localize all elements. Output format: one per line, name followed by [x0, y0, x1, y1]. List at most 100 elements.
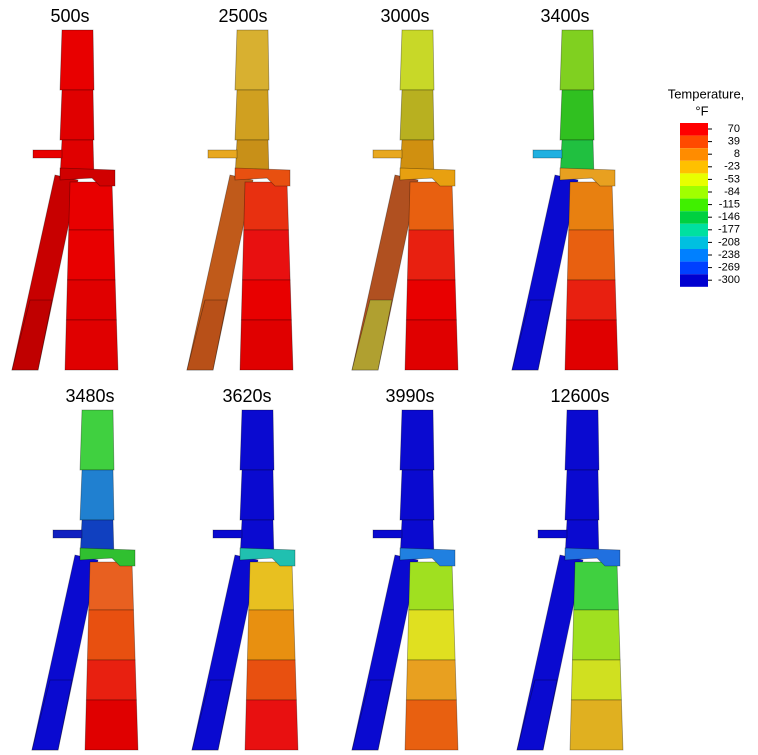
leg	[404, 319, 459, 371]
legend-swatch	[680, 160, 708, 174]
panel-label: 3000s	[380, 6, 429, 26]
strut-lower	[351, 299, 393, 371]
column	[399, 409, 435, 471]
legend-unit: °F	[695, 103, 708, 118]
leg	[571, 609, 621, 661]
leg	[66, 229, 116, 281]
column	[79, 469, 115, 521]
column	[399, 89, 435, 141]
column	[234, 89, 270, 141]
legend-tick-label: -238	[718, 249, 740, 261]
leg	[239, 319, 294, 371]
leg	[565, 279, 617, 321]
stub	[212, 529, 243, 539]
legend-swatch	[680, 261, 708, 275]
leg	[88, 561, 134, 611]
legend-swatch	[680, 236, 708, 249]
legend-tick-label: -269	[718, 262, 740, 274]
legend-tick-label: -146	[718, 211, 740, 223]
panel: 12600s	[516, 386, 624, 751]
strut-lower	[31, 679, 73, 751]
column	[59, 89, 95, 141]
stub	[207, 149, 238, 159]
leg	[405, 659, 457, 701]
leg	[569, 699, 624, 751]
panel: 2500s	[186, 6, 294, 371]
leg	[68, 181, 114, 231]
column	[79, 409, 115, 471]
panel: 3480s	[31, 386, 139, 751]
legend-tick-label: 70	[728, 123, 740, 135]
strut-lower	[191, 679, 233, 751]
legend-swatch	[680, 148, 708, 161]
strut-lower	[516, 679, 558, 751]
leg	[241, 229, 291, 281]
leg	[566, 229, 616, 281]
column	[59, 29, 95, 91]
column	[239, 409, 275, 471]
leg	[244, 699, 299, 751]
stub	[372, 149, 403, 159]
leg	[564, 319, 619, 371]
legend: Temperature, °F 70398-23-53-84-115-146-1…	[668, 86, 744, 287]
panel: 3620s	[191, 386, 299, 751]
leg	[408, 181, 454, 231]
leg	[64, 319, 119, 371]
strut-lower	[511, 299, 553, 371]
legend-tick-label: 39	[728, 136, 740, 148]
stub	[52, 529, 83, 539]
leg	[65, 279, 117, 321]
legend-tick-label: -115	[719, 199, 740, 211]
cap	[59, 167, 116, 187]
leg	[570, 659, 622, 701]
column	[564, 409, 600, 471]
column	[559, 29, 595, 91]
stub	[532, 149, 563, 159]
legend-swatch	[680, 135, 708, 149]
panel: 3990s	[351, 386, 459, 751]
leg	[406, 229, 456, 281]
cap	[559, 167, 616, 187]
leg	[246, 609, 296, 661]
leg	[245, 659, 297, 701]
column	[234, 29, 270, 91]
leg	[404, 699, 459, 751]
panel-label: 500s	[50, 6, 89, 26]
legend-tick-label: -208	[718, 236, 740, 248]
column	[399, 29, 435, 91]
legend-tick-label: -53	[724, 173, 740, 185]
legend-tick-label: -300	[718, 274, 740, 286]
leg	[86, 609, 136, 661]
legend-swatch	[680, 198, 708, 212]
legend-swatch	[680, 223, 708, 237]
leg	[405, 279, 457, 321]
panels: 500s 2500s 3000s 3400s 3480s 3620s 3990s 12600s	[11, 6, 624, 751]
cap	[79, 547, 136, 567]
legend-tick-label: -177	[718, 224, 740, 236]
leg	[243, 181, 289, 231]
legend-swatch	[680, 186, 708, 199]
stub	[372, 529, 403, 539]
leg	[568, 181, 614, 231]
leg	[240, 279, 292, 321]
leg	[408, 561, 454, 611]
column	[239, 469, 275, 521]
leg	[84, 699, 139, 751]
panel-label: 2500s	[218, 6, 267, 26]
leg	[85, 659, 137, 701]
panel-label: 3620s	[222, 386, 271, 406]
column	[559, 89, 595, 141]
leg	[406, 609, 456, 661]
panel-label: 3400s	[540, 6, 589, 26]
cap	[239, 547, 296, 567]
cap	[564, 547, 621, 567]
panel-label: 3990s	[385, 386, 434, 406]
leg	[573, 561, 619, 611]
cap	[234, 167, 291, 187]
legend-swatch	[680, 274, 708, 287]
panel-label: 12600s	[550, 386, 609, 406]
cap	[399, 167, 456, 187]
stub	[537, 529, 568, 539]
